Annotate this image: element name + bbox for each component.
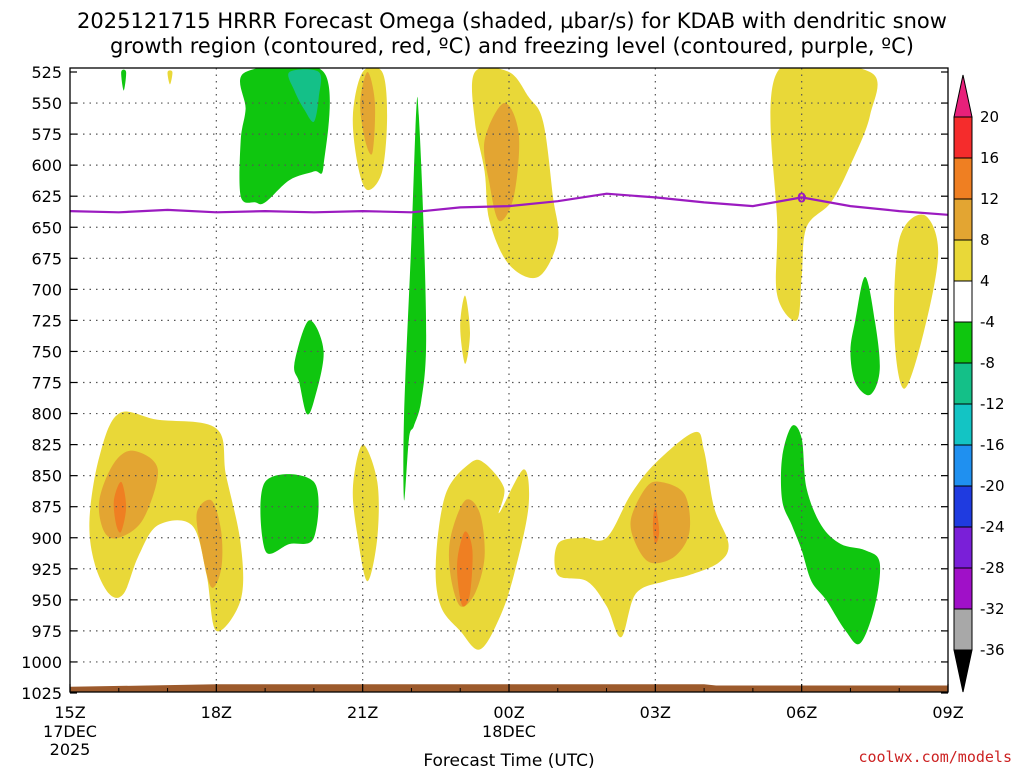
colorbar-bin--20--16: [953, 444, 973, 487]
colorbar-label-12: 12: [980, 190, 999, 208]
gold-blob-4: [630, 481, 691, 564]
y-tick-label-850: 850: [31, 467, 62, 486]
y-tick-label-750: 750: [31, 342, 62, 361]
colorbar-label--20: -20: [980, 477, 1005, 495]
colorbar-bin-8-12: [953, 198, 973, 241]
y-tick-label-600: 600: [31, 156, 62, 175]
colorbar-bin--24--20: [953, 485, 973, 528]
colorbar-label--12: -12: [980, 395, 1005, 413]
y-tick-label-550: 550: [31, 94, 62, 113]
gridlines: [70, 68, 948, 692]
y-tick-label-900: 900: [31, 529, 62, 548]
colorbar-label--32: -32: [980, 600, 1005, 618]
y-tick-label-1000: 1000: [21, 653, 62, 672]
y-tick-label-675: 675: [31, 249, 62, 268]
y-tick-label-775: 775: [31, 374, 62, 393]
colorbar-bin--16--12: [953, 403, 973, 446]
y-tick-label-575: 575: [31, 125, 62, 144]
y-tick-label-825: 825: [31, 436, 62, 455]
x-tick-label-15Z: 15Z: [54, 703, 85, 722]
y-tick-label-800: 800: [31, 405, 62, 424]
chart-title-line1: 2025121715 HRRR Forecast Omega (shaded, …: [77, 9, 947, 33]
green-blob-2: [403, 96, 427, 501]
colorbar-label-8: 8: [980, 231, 990, 249]
plot-axes: 525 550 575 600 625 650 675 700 725 750 775 800 825 8…: [21, 63, 963, 759]
y-tick-label-975: 975: [31, 622, 62, 641]
colorbar-bin-4-8: [953, 239, 973, 282]
x-tick-label-06Z: 06Z: [786, 703, 817, 722]
x-tick-date-00Z: 18DEC: [482, 722, 536, 741]
y-tick-label-700: 700: [31, 280, 62, 299]
colorbar-bin-16-20: [953, 116, 973, 159]
x-tick-label-09Z: 09Z: [932, 703, 963, 722]
colorbar-label--28: -28: [980, 559, 1005, 577]
chart-title-line2: growth region (contoured, red, ºC) and f…: [110, 34, 914, 58]
x-axis-label: Forecast Time (UTC): [423, 751, 594, 768]
green-blob-3: [260, 474, 319, 554]
y-tick-label-725: 725: [31, 311, 62, 330]
yellow-blob-2: [352, 444, 379, 582]
gold-blob-1: [98, 450, 158, 539]
freezing-level-line: [69, 192, 949, 216]
yellow-blob-8: [894, 214, 939, 389]
y-tick-label-625: 625: [31, 187, 62, 206]
y-tick-label-925: 925: [31, 560, 62, 579]
x-tick-date-15Z: 17DEC: [43, 722, 97, 741]
green-speck: [121, 69, 127, 91]
colorbar-top-extend: [953, 74, 973, 118]
colorbar-label--4: -4: [980, 313, 995, 331]
orange-blob-3: [652, 506, 660, 545]
yellow-blob-6: [770, 68, 878, 321]
colorbar-bin-12-16: [953, 157, 973, 200]
y-tick-label-950: 950: [31, 591, 62, 610]
y-tick-label-650: 650: [31, 218, 62, 237]
omega-shaded-regions: [89, 68, 939, 650]
credit-text: coolwx.com/models: [858, 748, 1012, 766]
colorbar-label--36: -36: [980, 641, 1005, 659]
gold-blob-5: [483, 102, 520, 222]
gold-blob-2: [196, 499, 223, 588]
colorbar-label-4: 4: [980, 272, 990, 290]
colorbar-label-20: 20: [980, 108, 999, 126]
colorbar: 20 16 12 8 4 -4 -8 -12 -16 -20 -24 -28 -32 -36: [953, 74, 1005, 693]
colorbar-label-16: 16: [980, 149, 999, 167]
orange-blob-1: [113, 481, 127, 533]
orange-blob-2: [457, 531, 473, 607]
freezing-level-label: 0: [797, 191, 806, 206]
x-tick-label-18Z: 18Z: [201, 703, 232, 722]
colorbar-bin--12--8: [953, 362, 973, 405]
x-tick-label-21Z: 21Z: [347, 703, 378, 722]
yellow-speck: [167, 70, 173, 85]
y-tick-label-1025: 1025: [21, 684, 62, 703]
green-blob-6: [850, 276, 880, 396]
colorbar-label--16: -16: [980, 436, 1005, 454]
colorbar-bin--36--32: [953, 608, 973, 651]
y-tick-label-875: 875: [31, 498, 62, 517]
freezing-level-layer: 0: [69, 191, 949, 216]
teal-blob-1: [288, 69, 322, 123]
colorbar-label--8: -8: [980, 354, 995, 372]
y-tick-label-525: 525: [31, 63, 62, 82]
x-tick-label-03Z: 03Z: [640, 703, 671, 722]
green-blob-4: [294, 320, 324, 415]
x-tick-label-00Z: 00Z: [493, 703, 524, 722]
x-tick-year-15Z: 2025: [50, 740, 91, 759]
colorbar-bin--4-4: [953, 280, 973, 323]
colorbar-bin--28--24: [953, 526, 973, 569]
green-blob-5: [780, 425, 881, 645]
colorbar-bin--8--4: [953, 321, 973, 364]
colorbar-bin--32--28: [953, 567, 973, 610]
yellow-blob-9: [460, 295, 470, 364]
colorbar-bottom-extend: [953, 649, 973, 693]
colorbar-label--24: -24: [980, 518, 1005, 536]
